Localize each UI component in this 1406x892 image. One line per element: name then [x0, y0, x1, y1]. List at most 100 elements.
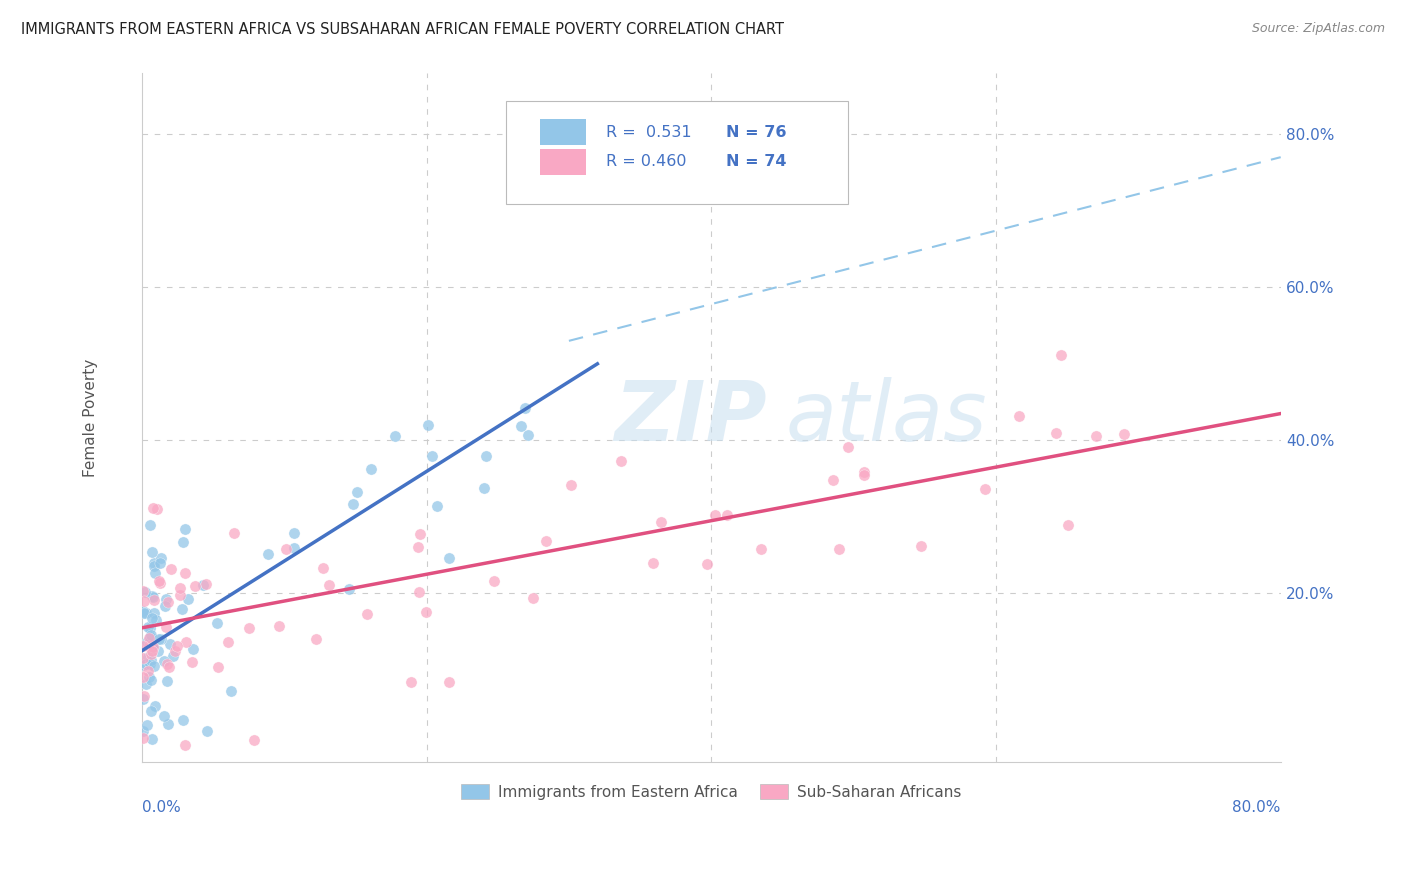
Point [641, 556, 664, 570]
Point [152, 709, 174, 723]
Point [141, 704, 163, 718]
Point [136, 664, 159, 678]
Text: N = 76: N = 76 [725, 125, 786, 140]
Point [143, 606, 166, 620]
Point [143, 698, 166, 713]
Point [415, 605, 437, 619]
Point [132, 603, 155, 617]
Point [156, 716, 179, 731]
Point [416, 417, 439, 432]
Point [142, 556, 165, 570]
Text: 0.0%: 0.0% [142, 799, 180, 814]
Point [257, 547, 280, 561]
Point [148, 632, 170, 646]
Point [155, 619, 177, 633]
Point [173, 566, 195, 580]
Point [195, 724, 218, 739]
Legend: Immigrants from Eastern Africa, Sub-Saharan Africans: Immigrants from Eastern Africa, Sub-Saha… [456, 778, 967, 805]
Point [135, 606, 157, 620]
Point [141, 628, 163, 642]
Point [399, 674, 422, 689]
Text: Source: ZipAtlas.com: Source: ZipAtlas.com [1251, 22, 1385, 36]
Point [132, 594, 155, 608]
Text: 80.0%: 80.0% [1232, 799, 1281, 814]
Point [852, 468, 875, 483]
Point [513, 401, 536, 415]
Point [650, 515, 672, 529]
Text: N = 74: N = 74 [725, 154, 786, 169]
Point [472, 481, 495, 495]
Point [974, 482, 997, 496]
Text: IMMIGRANTS FROM EASTERN AFRICA VS SUBSAHARAN AFRICAN FEMALE POVERTY CORRELATION : IMMIGRANTS FROM EASTERN AFRICA VS SUBSAH… [21, 22, 785, 37]
Text: R = 0.460: R = 0.460 [606, 154, 688, 169]
Point [181, 642, 204, 657]
Point [207, 660, 229, 674]
Point [142, 500, 165, 515]
Point [217, 635, 239, 649]
Point [159, 637, 181, 651]
Point [910, 539, 932, 553]
Point [408, 585, 430, 599]
Point [132, 658, 155, 673]
Point [346, 484, 368, 499]
Point [509, 418, 531, 433]
Point [1049, 347, 1071, 361]
Point [136, 634, 159, 648]
Point [176, 592, 198, 607]
Point [149, 575, 172, 590]
Point [184, 578, 207, 592]
Point [406, 540, 429, 554]
Point [152, 654, 174, 668]
Point [141, 731, 163, 746]
Point [169, 581, 191, 595]
Point [560, 477, 582, 491]
Point [142, 640, 165, 654]
Point [153, 599, 176, 613]
Point [704, 508, 727, 523]
Point [749, 541, 772, 556]
Point [305, 632, 328, 647]
Point [475, 450, 498, 464]
Point [222, 526, 245, 541]
Point [135, 657, 157, 671]
Point [145, 614, 167, 628]
Point [139, 621, 162, 635]
Point [312, 561, 335, 575]
Point [162, 648, 184, 663]
Point [828, 541, 851, 556]
Point [716, 508, 738, 522]
Point [437, 550, 460, 565]
Point [132, 583, 155, 598]
Point [141, 545, 163, 559]
Point [384, 428, 406, 442]
Point [138, 639, 160, 653]
Point [145, 566, 167, 580]
Point [141, 589, 163, 603]
Point [169, 588, 191, 602]
Text: R =  0.531: R = 0.531 [606, 125, 692, 140]
Point [139, 647, 162, 661]
Point [132, 724, 155, 739]
Point [337, 582, 360, 596]
Point [134, 585, 156, 599]
Point [193, 578, 215, 592]
Point [156, 657, 179, 672]
Point [139, 673, 162, 687]
Point [437, 674, 460, 689]
Point [823, 473, 845, 487]
Point [136, 717, 159, 731]
Point [136, 650, 159, 665]
Point [238, 620, 260, 634]
Point [1084, 429, 1107, 443]
Point [1112, 427, 1135, 442]
Bar [540, 120, 586, 145]
Point [149, 632, 172, 647]
Point [536, 534, 558, 549]
Point [142, 640, 165, 655]
Point [852, 465, 875, 479]
Point [142, 592, 165, 607]
Point [142, 559, 165, 574]
Bar [540, 149, 586, 175]
Point [267, 619, 290, 633]
Point [610, 454, 633, 468]
